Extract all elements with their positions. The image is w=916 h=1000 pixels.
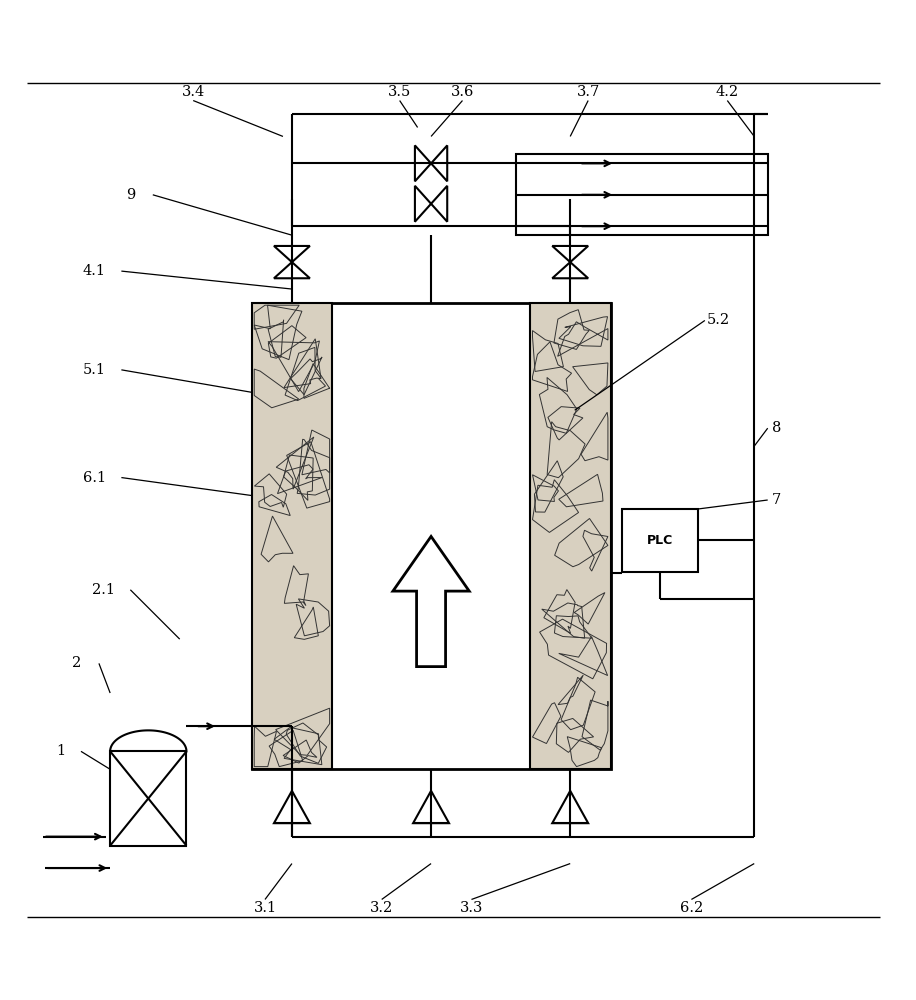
Text: 3.7: 3.7 — [576, 85, 600, 99]
Text: 6.1: 6.1 — [82, 471, 106, 485]
Text: 3.3: 3.3 — [460, 901, 483, 915]
Bar — [517, 154, 768, 235]
Text: 3.4: 3.4 — [181, 85, 205, 99]
Bar — [622, 509, 698, 572]
Text: PLC: PLC — [647, 534, 673, 547]
Bar — [252, 303, 611, 769]
Text: 8: 8 — [772, 421, 781, 435]
Polygon shape — [393, 536, 469, 667]
Text: 6.2: 6.2 — [680, 901, 703, 915]
Text: 3.2: 3.2 — [370, 901, 393, 915]
Text: 4.2: 4.2 — [715, 85, 739, 99]
Bar — [252, 303, 333, 769]
Text: 5.2: 5.2 — [707, 313, 730, 327]
Text: 9: 9 — [125, 188, 135, 202]
Text: 3.1: 3.1 — [254, 901, 277, 915]
Text: 1: 1 — [56, 744, 65, 758]
Bar — [529, 303, 611, 769]
Text: 3.5: 3.5 — [388, 85, 411, 99]
Text: 2.1: 2.1 — [92, 583, 114, 597]
Text: 7: 7 — [772, 493, 781, 507]
Text: 4.1: 4.1 — [83, 264, 106, 278]
Text: 2: 2 — [71, 656, 82, 670]
Text: 3.6: 3.6 — [451, 85, 474, 99]
Bar — [110, 751, 187, 846]
Text: 5.1: 5.1 — [83, 363, 106, 377]
